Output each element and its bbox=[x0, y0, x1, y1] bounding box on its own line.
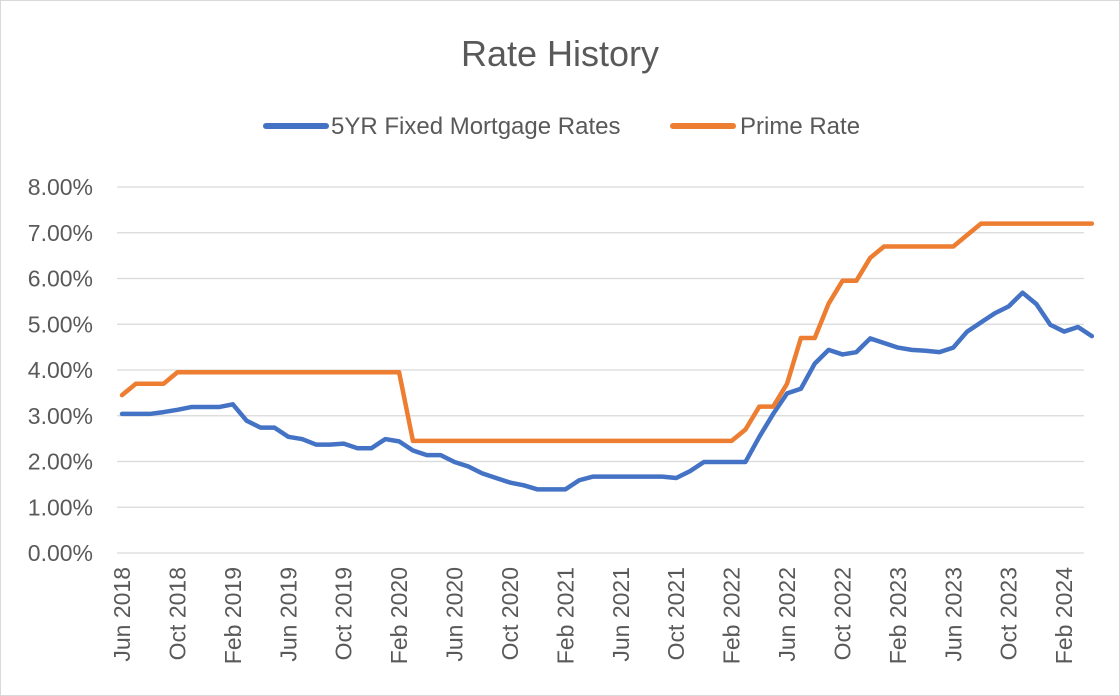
y-tick-label: 0.00% bbox=[28, 540, 93, 566]
x-tick-label: Feb 2022 bbox=[719, 567, 745, 664]
x-tick-label: Oct 2020 bbox=[497, 567, 523, 660]
x-tick-label: Feb 2020 bbox=[386, 567, 412, 664]
x-tick-label: Oct 2021 bbox=[663, 567, 689, 660]
y-axis-ticks: 0.00% 1.00% 2.00% 3.00% 4.00% 5.00% 6.00% 7.00%… bbox=[28, 174, 93, 566]
x-tick-label: Jun 2019 bbox=[275, 567, 301, 662]
y-tick-label: 4.00% bbox=[28, 357, 93, 383]
y-tick-label: 3.00% bbox=[28, 403, 93, 429]
legend: 5YR Fixed Mortgage Rates Prime Rate bbox=[263, 113, 860, 140]
x-tick-label: Feb 2024 bbox=[1051, 567, 1077, 664]
x-tick-label: Oct 2022 bbox=[829, 567, 855, 660]
x-tick-label: Jun 2020 bbox=[442, 567, 468, 662]
legend-label-mortgage: 5YR Fixed Mortgage Rates bbox=[331, 113, 620, 140]
series-line-prime bbox=[119, 221, 1095, 444]
series-line-mortgage bbox=[119, 290, 1095, 492]
y-tick-label: 1.00% bbox=[28, 494, 93, 520]
x-axis-ticks: Jun 2018 Oct 2018 Feb 2019 Jun 2019 Oct 2019… bbox=[109, 567, 1077, 664]
x-tick-label: Oct 2023 bbox=[996, 567, 1022, 660]
x-tick-label: Oct 2019 bbox=[331, 567, 357, 660]
x-tick-label: Oct 2018 bbox=[164, 567, 190, 660]
x-tick-label: Jun 2018 bbox=[109, 567, 135, 662]
x-tick-label: Jun 2021 bbox=[608, 567, 634, 662]
x-tick-label: Jun 2023 bbox=[940, 567, 966, 662]
y-tick-label: 6.00% bbox=[28, 266, 93, 292]
y-tick-label: 5.00% bbox=[28, 311, 93, 337]
y-tick-label: 2.00% bbox=[28, 449, 93, 475]
series-lines bbox=[119, 221, 1095, 492]
y-tick-label: 8.00% bbox=[28, 174, 93, 200]
x-tick-label: Feb 2023 bbox=[885, 567, 911, 664]
gridlines bbox=[117, 186, 1084, 554]
y-tick-label: 7.00% bbox=[28, 220, 93, 246]
x-tick-label: Jun 2022 bbox=[774, 567, 800, 662]
x-tick-label: Feb 2019 bbox=[220, 567, 246, 664]
legend-label-prime: Prime Rate bbox=[740, 113, 860, 140]
chart-title: Rate History bbox=[461, 33, 659, 74]
x-tick-label: Feb 2021 bbox=[552, 567, 578, 664]
